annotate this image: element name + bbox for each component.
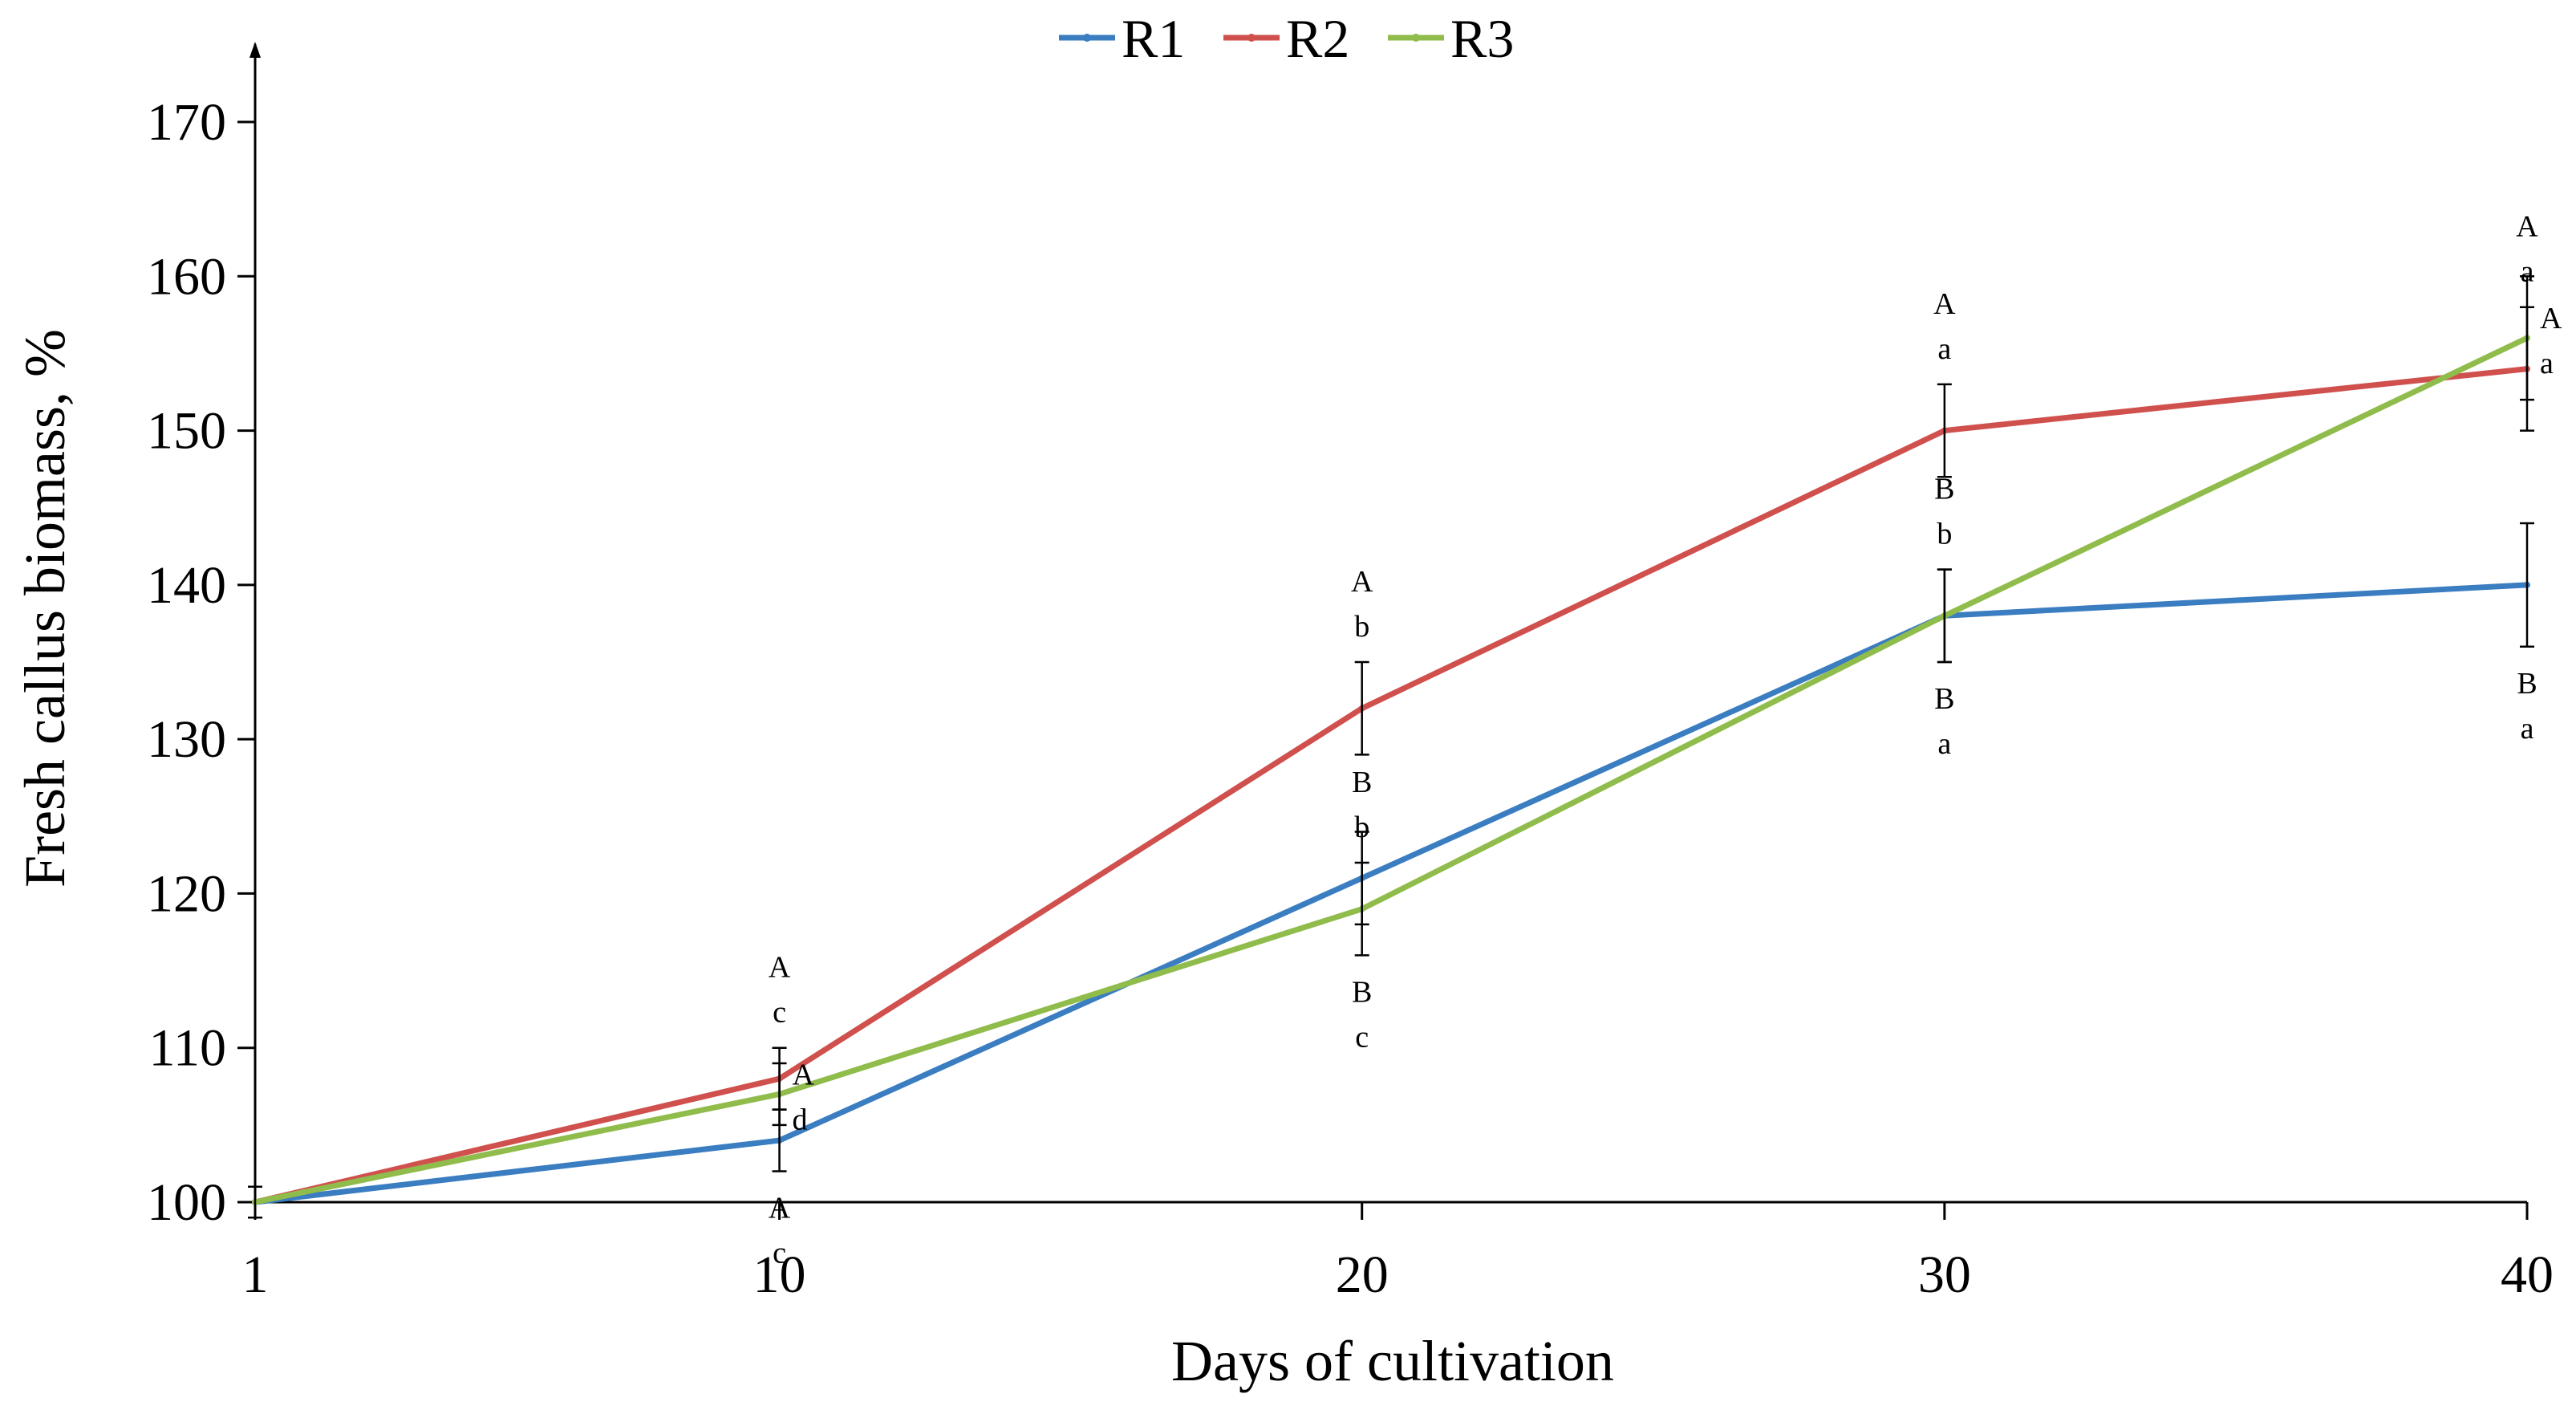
- significance-letter: A: [769, 1192, 791, 1225]
- significance-letter: a: [1937, 332, 1951, 366]
- significance-letter: A: [769, 951, 791, 985]
- x-axis: 1 10 20 30 40: [242, 1201, 2554, 1304]
- significance-letter: c: [773, 996, 786, 1030]
- y-tick-label: 170: [147, 93, 226, 152]
- y-tick-label: 160: [147, 247, 226, 306]
- series-line-r3: [252, 335, 2530, 1205]
- significance-letter: B: [1934, 682, 1954, 716]
- y-tick-label: 110: [148, 1019, 226, 1078]
- series-line-r2: [252, 366, 2530, 1205]
- x-tick-label: 20: [1336, 1245, 1389, 1304]
- x-axis-title: Days of cultivation: [1171, 1329, 1614, 1393]
- y-axis-arrow-icon: [249, 42, 261, 58]
- significance-letter: B: [1352, 766, 1372, 799]
- significance-letter: A: [2540, 302, 2562, 335]
- legend-marker: [1247, 34, 1256, 42]
- x-tick-label: 30: [1918, 1245, 1971, 1304]
- significance-letter: B: [2517, 667, 2537, 701]
- significance-letter: A: [1351, 565, 1373, 599]
- y-tick-label: 140: [147, 556, 226, 615]
- significance-letter: b: [1354, 811, 1369, 844]
- y-axis-title: Fresh callus biomass, %: [13, 329, 77, 888]
- significance-letter: d: [793, 1103, 808, 1136]
- significance-letter: a: [2540, 347, 2554, 380]
- significance-letter: c: [1355, 1020, 1369, 1054]
- legend: R1 R2 R3: [1059, 8, 1514, 69]
- significance-letter: A: [2516, 210, 2538, 244]
- error-bars: [248, 275, 2534, 1219]
- legend-marker: [1412, 34, 1420, 42]
- significance-letter: a: [2521, 712, 2534, 746]
- legend-label-r1: R1: [1122, 8, 1185, 69]
- x-tick-label: 40: [2501, 1245, 2554, 1304]
- y-axis: 100 110 120 130 140 150 160 170: [147, 42, 261, 1232]
- significance-letter: b: [1937, 518, 1952, 551]
- significance-letter: B: [1934, 473, 1954, 506]
- legend-label-r2: R2: [1286, 8, 1349, 69]
- y-tick-label: 100: [147, 1173, 226, 1232]
- significance-letter: a: [2521, 255, 2534, 289]
- legend-marker: [1083, 34, 1091, 42]
- y-tick-label: 130: [147, 710, 226, 769]
- legend-label-r3: R3: [1450, 8, 1514, 69]
- significance-letter: A: [793, 1058, 815, 1091]
- x-tick-label: 10: [753, 1245, 806, 1304]
- significance-letter: A: [1933, 287, 1956, 321]
- series-lines: [252, 335, 2530, 1205]
- y-tick-label: 150: [147, 402, 226, 461]
- significance-letter: b: [1354, 610, 1369, 644]
- y-tick-label: 120: [147, 864, 226, 923]
- significance-letter: B: [1352, 975, 1372, 1009]
- x-tick-label: 1: [242, 1245, 269, 1304]
- significance-letter: a: [1937, 727, 1951, 761]
- significance-letter: c: [773, 1237, 786, 1270]
